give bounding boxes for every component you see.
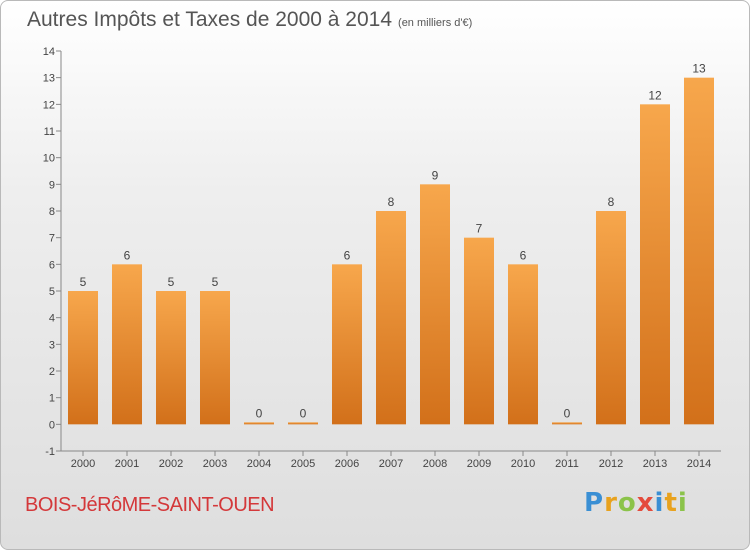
chart-labels: 5 6 5 5 0 0 6 8 9 7 6 0 8 12 13 [80,62,706,421]
y-tick-label: 8 [49,206,55,218]
y-tick-label: 2 [49,366,55,378]
logo-letter: P [584,488,605,518]
chart-title: Autres Impôts et Taxes de 2000 à 2014 (en… [27,8,472,32]
y-tick-label: 11 [44,126,55,138]
x-tick-label: 2007 [379,458,403,470]
bar [332,264,362,425]
y-tick-label: 0 [49,419,55,431]
bar [596,211,626,425]
y-tick-label: 5 [49,286,55,298]
x-tick-label: 2005 [291,458,315,470]
x-tick-label: 2010 [511,458,535,470]
bar [288,422,318,425]
bar [200,291,230,425]
x-tick-label: 2002 [159,458,183,470]
logo-letter: i [677,488,688,518]
x-tick-label: 2012 [599,458,623,470]
data-label: 9 [432,168,439,182]
data-label: 0 [300,406,307,420]
y-tick-label: 6 [49,259,55,271]
y-tick-label: 9 [49,179,55,191]
bar [68,291,98,425]
commune-name: BOIS-JéRôME-SAINT-OUEN [25,494,275,516]
x-tick-label: 2000 [71,458,95,470]
data-label: 13 [692,62,706,76]
logo-letter: r [604,488,618,518]
chart-title-unit: (en milliers d'€) [398,17,473,29]
data-label: 5 [212,275,219,289]
y-tick-label: 13 [43,73,55,85]
y-tick-label: 10 [43,153,55,165]
chart-bars [68,77,714,425]
data-label: 6 [520,248,527,262]
data-label: 0 [564,406,571,420]
x-tick-label: 2011 [555,458,579,470]
chart-title-main: Autres Impôts et Taxes de 2000 à 2014 [27,8,393,31]
y-tick-label: 4 [49,313,55,325]
data-label: 8 [388,195,395,209]
bar [376,211,406,425]
y-tick-label: 1 [49,393,55,405]
x-tick-label: 2004 [247,458,271,470]
bar [112,264,142,425]
bar [684,77,714,425]
x-tick-label: 2014 [687,458,711,470]
x-tick-label: 2001 [115,458,139,470]
y-tick-label: 3 [49,339,55,351]
bar [156,291,186,425]
y-tick-label: 12 [43,99,55,111]
x-tick-label: 2009 [467,458,491,470]
logo-letter: x [636,488,655,518]
bar [640,104,670,425]
bar [508,264,538,425]
logo-letter: t [664,488,678,518]
x-tick-label: 2013 [643,458,667,470]
x-tick-label: 2008 [423,458,447,470]
data-label: 7 [476,222,483,236]
data-label: 12 [648,88,662,102]
data-label: 5 [168,275,175,289]
data-label: 0 [256,406,263,420]
y-tick-label: 14 [43,46,55,58]
proxiti-logo: Proxiti [584,488,688,518]
bar [420,184,450,425]
x-tick-label: 2006 [335,458,359,470]
y-tick-label: 7 [49,233,55,245]
x-tick-label: 2003 [203,458,227,470]
bar [552,422,582,425]
data-label: 6 [124,248,131,262]
logo-letter: i [654,488,665,518]
bar [464,237,494,425]
bar [244,422,274,425]
y-tick-label: -1 [45,446,55,458]
data-label: 5 [80,275,87,289]
data-label: 6 [344,248,351,262]
data-label: 8 [608,195,615,209]
logo-letter: o [617,488,637,518]
